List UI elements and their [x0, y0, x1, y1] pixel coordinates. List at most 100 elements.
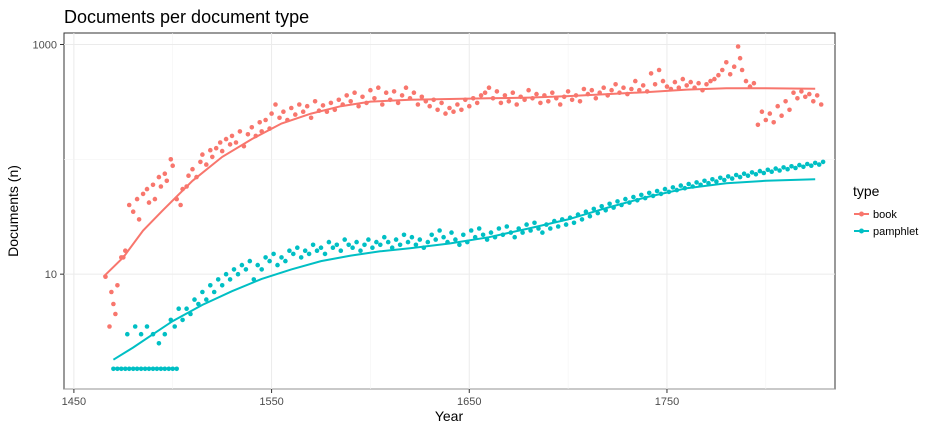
point-book — [293, 112, 298, 117]
point-pamphlet — [150, 331, 156, 337]
x-axis: 1450 1550 1650 1750 — [62, 389, 679, 408]
point-book — [546, 99, 551, 104]
point-book — [324, 109, 330, 114]
chart-title: Documents per document type — [64, 7, 309, 27]
point-pamphlet — [635, 198, 640, 203]
point-pamphlet — [259, 267, 265, 272]
point-book — [352, 90, 357, 95]
point-book — [573, 93, 579, 98]
point-pamphlet — [820, 159, 826, 165]
point-book — [735, 44, 741, 49]
point-pamphlet — [567, 215, 573, 220]
point-book — [289, 105, 294, 111]
point-pamphlet — [251, 277, 257, 282]
point-book — [368, 87, 373, 93]
point-pamphlet — [607, 201, 612, 207]
point-book — [111, 301, 116, 307]
point-pamphlet — [144, 324, 150, 329]
point-book — [219, 148, 225, 154]
point-pamphlet — [619, 202, 624, 208]
point-book — [676, 85, 682, 90]
point-book — [712, 76, 717, 82]
point-book — [601, 85, 606, 90]
point-pamphlet — [184, 306, 189, 312]
point-book — [249, 125, 255, 130]
point-book — [731, 64, 737, 69]
point-pamphlet — [322, 251, 328, 257]
x-tick-label: 1550 — [259, 396, 283, 408]
point-book — [538, 100, 543, 106]
point-book — [550, 90, 555, 95]
point-pamphlet — [678, 183, 684, 188]
point-book — [123, 248, 128, 253]
point-book — [439, 100, 444, 106]
point-book — [593, 96, 599, 101]
point-pamphlet — [512, 234, 517, 240]
point-book — [791, 90, 796, 95]
point-pamphlet — [480, 232, 486, 238]
point-pamphlet — [119, 366, 124, 372]
point-pamphlet — [125, 331, 130, 337]
point-book — [399, 93, 405, 98]
point-pamphlet — [797, 162, 802, 168]
point-pamphlet — [405, 239, 411, 245]
point-pamphlet — [729, 176, 735, 181]
point-pamphlet — [227, 277, 233, 282]
point-pamphlet — [714, 179, 719, 184]
point-book — [708, 78, 713, 84]
point-pamphlet — [441, 234, 446, 240]
point-pamphlet — [552, 218, 557, 224]
point-book — [308, 115, 314, 121]
point-pamphlet — [401, 232, 407, 238]
point-book — [213, 145, 219, 151]
point-book — [184, 184, 189, 189]
point-pamphlet — [524, 222, 529, 227]
point-book — [585, 91, 591, 97]
point-pamphlet — [611, 205, 616, 210]
point-book — [518, 94, 523, 100]
point-pamphlet — [595, 210, 601, 216]
point-book — [150, 182, 156, 188]
point-pamphlet — [162, 366, 168, 372]
point-pamphlet — [334, 242, 340, 248]
point-pamphlet — [666, 189, 672, 195]
point-book — [237, 129, 243, 134]
point-book — [423, 99, 429, 104]
point-pamphlet — [150, 366, 156, 372]
point-book — [121, 255, 126, 260]
point-pamphlet — [555, 224, 561, 229]
point-pamphlet — [409, 234, 415, 240]
point-pamphlet — [358, 248, 363, 253]
point-pamphlet — [302, 248, 308, 253]
point-pamphlet — [132, 324, 138, 329]
point-pamphlet — [453, 237, 458, 242]
point-pamphlet — [162, 331, 168, 337]
point-pamphlet — [111, 366, 116, 372]
point-pamphlet — [166, 366, 172, 372]
point-book — [387, 97, 393, 103]
point-pamphlet — [749, 170, 755, 175]
point-book — [522, 97, 527, 103]
point-book — [668, 86, 674, 92]
point-pamphlet — [579, 217, 585, 222]
point-book — [312, 99, 318, 104]
point-book — [526, 87, 531, 93]
point-pamphlet — [219, 283, 225, 288]
point-book — [739, 67, 745, 73]
point-book — [168, 157, 174, 162]
point-book — [783, 99, 788, 104]
point-pamphlet — [559, 217, 565, 222]
point-book — [146, 200, 152, 205]
point-pamphlet — [389, 245, 395, 250]
point-book — [253, 133, 259, 139]
point-pamphlet — [465, 239, 470, 245]
point-book — [360, 94, 365, 100]
point-book — [581, 86, 587, 92]
point-book — [336, 97, 342, 103]
point-pamphlet — [180, 317, 185, 323]
point-book — [190, 166, 195, 172]
point-pamphlet — [417, 237, 423, 242]
point-book — [605, 93, 610, 98]
point-book — [799, 89, 804, 94]
point-pamphlet — [504, 224, 510, 229]
